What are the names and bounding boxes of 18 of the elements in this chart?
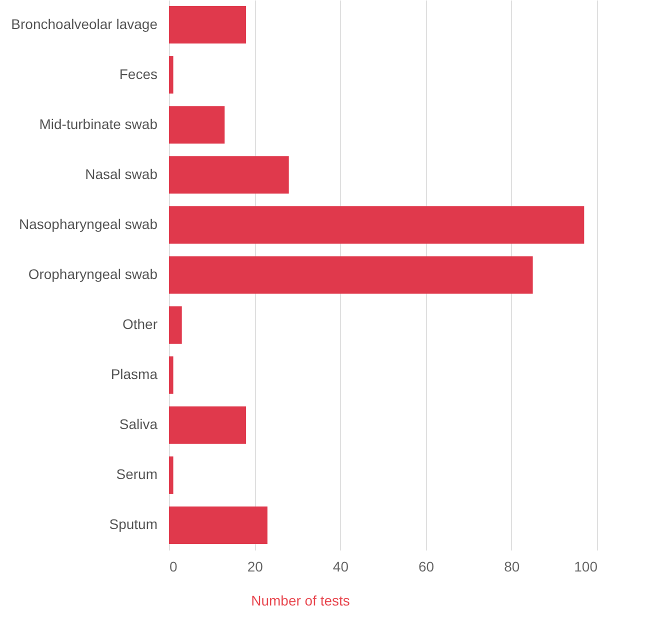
- y-tick-label: Nasopharyngeal swab: [18, 216, 158, 232]
- x-tick-label: 80: [504, 558, 520, 574]
- y-tick-label: Oropharyngeal swab: [28, 266, 158, 282]
- x-tick-label: 100: [574, 558, 598, 574]
- x-tick-label: 40: [332, 558, 349, 574]
- x-tick-label: 20: [247, 558, 264, 574]
- y-tick-label: Saliva: [119, 416, 158, 432]
- x-tick-label: 0: [170, 558, 178, 574]
- y-tick-label: Feces: [119, 66, 158, 82]
- y-tick-label: Other: [122, 316, 158, 332]
- y-tick-label: Serum: [116, 466, 158, 482]
- x-tick-label: 60: [418, 558, 434, 574]
- y-tick-label: Nasal swab: [85, 166, 158, 182]
- y-tick-label: Mid-turbinate swab: [39, 116, 158, 132]
- x-axis-title: Number of tests: [251, 592, 350, 608]
- y-tick-label: Plasma: [110, 366, 158, 382]
- y-tick-label: Sputum: [109, 516, 158, 532]
- y-tick-label: Bronchoalveolar lavage: [11, 16, 158, 32]
